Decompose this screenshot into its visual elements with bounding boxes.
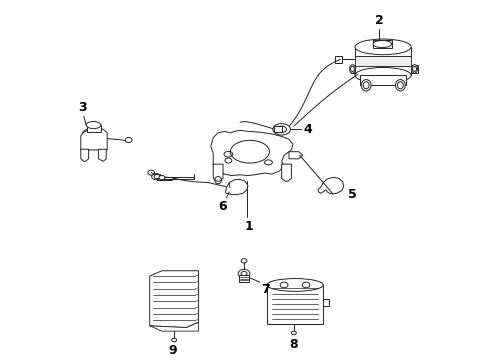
Polygon shape (355, 56, 411, 67)
Ellipse shape (302, 282, 310, 288)
Ellipse shape (355, 39, 411, 55)
Polygon shape (373, 40, 392, 48)
Polygon shape (411, 65, 418, 73)
Ellipse shape (361, 80, 371, 91)
Polygon shape (98, 149, 106, 161)
Polygon shape (211, 130, 293, 176)
Polygon shape (239, 275, 249, 282)
Ellipse shape (373, 40, 392, 48)
Ellipse shape (412, 65, 417, 73)
Polygon shape (323, 299, 329, 306)
Ellipse shape (349, 65, 355, 73)
Polygon shape (318, 177, 343, 194)
Text: 9: 9 (169, 343, 177, 356)
Ellipse shape (148, 170, 155, 175)
Polygon shape (355, 47, 411, 75)
Polygon shape (87, 125, 101, 132)
Polygon shape (225, 179, 248, 195)
Ellipse shape (241, 258, 247, 263)
Polygon shape (274, 126, 282, 132)
Ellipse shape (395, 80, 405, 91)
Polygon shape (335, 56, 342, 63)
Ellipse shape (82, 128, 105, 144)
Ellipse shape (159, 176, 165, 180)
Text: 6: 6 (219, 200, 227, 213)
Text: 7: 7 (261, 283, 270, 296)
Polygon shape (150, 322, 198, 331)
Ellipse shape (152, 174, 160, 180)
Ellipse shape (280, 282, 288, 288)
Polygon shape (289, 152, 303, 159)
Ellipse shape (172, 338, 176, 342)
Text: 8: 8 (290, 338, 298, 351)
Ellipse shape (273, 123, 291, 135)
Polygon shape (360, 75, 406, 85)
Text: 4: 4 (304, 123, 313, 136)
Ellipse shape (267, 279, 323, 291)
Polygon shape (81, 149, 89, 161)
Polygon shape (150, 271, 198, 328)
Text: 3: 3 (78, 102, 87, 114)
Polygon shape (350, 65, 355, 73)
Ellipse shape (125, 138, 132, 143)
Ellipse shape (238, 269, 250, 278)
Polygon shape (282, 164, 292, 181)
Ellipse shape (154, 175, 160, 179)
Ellipse shape (86, 122, 101, 129)
Polygon shape (81, 128, 107, 150)
Text: 5: 5 (347, 188, 356, 201)
Polygon shape (213, 164, 223, 181)
Text: 1: 1 (245, 220, 253, 233)
Ellipse shape (292, 331, 296, 335)
Polygon shape (267, 285, 323, 324)
Ellipse shape (355, 67, 411, 83)
Text: 2: 2 (375, 14, 384, 27)
